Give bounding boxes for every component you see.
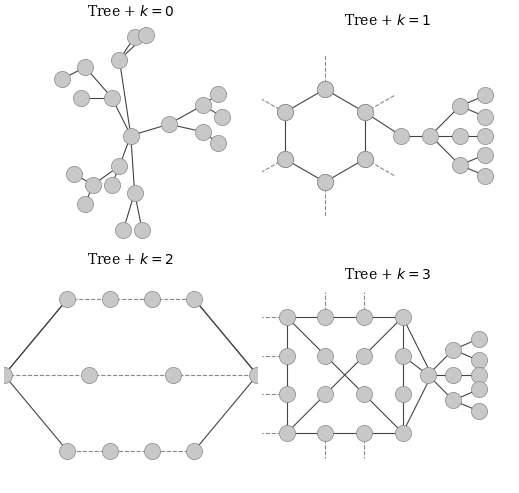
Title: Tree + $k = 1$: Tree + $k = 1$ — [345, 12, 432, 28]
Title: Tree + $k = 3$: Tree + $k = 3$ — [345, 267, 432, 282]
Title: Tree + $k = 2$: Tree + $k = 2$ — [87, 252, 174, 267]
Title: Tree + $k = 0$: Tree + $k = 0$ — [87, 4, 174, 19]
